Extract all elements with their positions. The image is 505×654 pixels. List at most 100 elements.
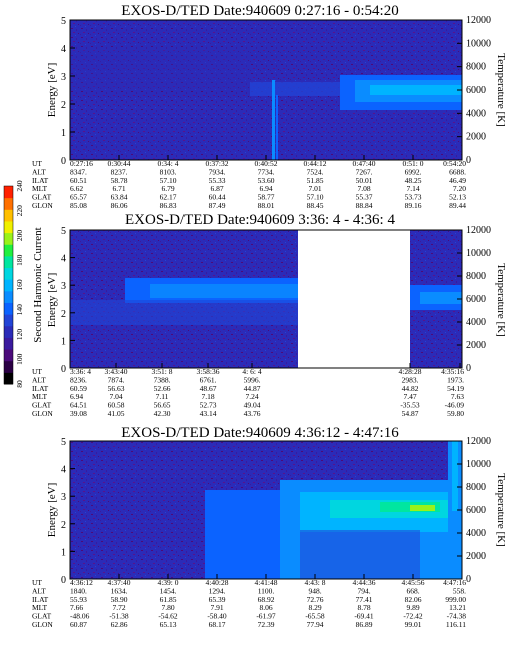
ephemeris-ut-value: 4:36:12 <box>70 578 93 587</box>
ephemeris-ilat-value: 68.92 <box>258 595 275 604</box>
ephemeris-glon-value: 65.13 <box>160 620 177 629</box>
colorbar-cell <box>4 232 13 245</box>
temperature-tick-label: 10000 <box>466 38 491 49</box>
ephemeris-glat-value: 58.77 <box>258 193 275 202</box>
ephemeris-ut-value: 0:47:40 <box>353 159 376 168</box>
ephemeris-mlt-value: 7.66 <box>70 603 83 612</box>
ephemeris-ut-value: 4:43: 8 <box>304 578 325 587</box>
ephemeris-ilat-value: 65.39 <box>209 595 226 604</box>
ephemeris-mlt-value: 6.71 <box>112 184 125 193</box>
temperature-tick-label: 6000 <box>466 85 486 96</box>
ephemeris-ut-value: 0:51: 0 <box>402 159 423 168</box>
temperature-tick-label: 12000 <box>466 436 491 447</box>
ephemeris-alt-value: 1454. <box>160 586 177 595</box>
temperature-tick-label: 12000 <box>466 15 491 26</box>
ephemeris-ut-value: 0:37:32 <box>206 159 229 168</box>
ephemeris-glat-value: 62.17 <box>160 193 177 202</box>
ephemeris-label-ut: UT <box>32 367 42 376</box>
colorbar-cell <box>4 197 13 210</box>
colorbar-cell <box>4 267 13 280</box>
ephemeris-glat-value: -72.42 <box>403 612 423 621</box>
colorbar-cells <box>4 186 13 385</box>
energy-tick-label: 2 <box>61 100 66 111</box>
panel-3-ylabel-left: Energy [eV] <box>46 483 58 537</box>
ephemeris-mlt-value: 7.80 <box>161 603 174 612</box>
temperature-tick-label: 0 <box>466 574 471 585</box>
colorbar-tick-label: 220 <box>15 205 24 217</box>
ephemeris-glat-value: 53.73 <box>405 193 422 202</box>
ephemeris-glon-value: 59.80 <box>447 409 464 418</box>
ephemeris-ilat-value: 61.85 <box>160 595 177 604</box>
panel-3-yticks-right: 0 2000 4000 6000 8000 10000 12000 <box>457 436 491 585</box>
ephemeris-glon-value: 43.14 <box>200 409 217 418</box>
energy-tick-label: 1 <box>61 547 66 558</box>
panel-2-xticks <box>69 363 461 368</box>
colorbar-cell <box>4 337 13 350</box>
ephemeris-ut-value: 3:36: 4 <box>70 367 91 376</box>
ephemeris-alt-value: 7734. <box>258 167 275 176</box>
ephemeris-glon-value: 41.05 <box>108 409 125 418</box>
panel-2-yticks-left: 0 1 2 3 4 5 <box>61 226 75 375</box>
ephemeris-ilat-value: 58.90 <box>111 595 128 604</box>
ephemeris-glat-value: -74.38 <box>447 612 467 621</box>
ephemeris-glon-value: 62.86 <box>111 620 128 629</box>
ephemeris-glat-value: -35.53 <box>400 401 420 410</box>
energy-tick-label: 0 <box>61 156 66 167</box>
colorbar-cell <box>4 325 13 338</box>
ephemeris-ilat-value: 60.59 <box>70 384 87 393</box>
energy-tick-label: 0 <box>61 575 66 586</box>
ephemeris-ilat-value: 50.01 <box>356 176 373 185</box>
energy-tick-label: 4 <box>61 465 66 476</box>
colorbar-tick-label: 140 <box>15 304 24 316</box>
ephemeris-ilat-value: 51.85 <box>307 176 324 185</box>
ephemeris-ilat-value: 52.66 <box>154 384 171 393</box>
ephemeris-ut-value: 3:58:36 <box>197 367 220 376</box>
panel-2-ylabel-left: Energy [eV] <box>46 273 58 327</box>
ephemeris-ut-value: 4:44:36 <box>353 578 376 587</box>
ephemeris-label-glat: GLAT <box>32 193 52 202</box>
panel-2-features <box>70 278 462 325</box>
ephemeris-ilat-value: 56.63 <box>108 384 125 393</box>
colorbar-cell <box>4 279 13 292</box>
ephemeris-glat-value: 57.10 <box>307 193 324 202</box>
temperature-tick-label: 8000 <box>466 271 486 282</box>
ephemeris-ut-value: 0:40:52 <box>255 159 278 168</box>
ephemeris-glat-value: -46.09 <box>445 401 465 410</box>
ephemeris-label-glat: GLAT <box>32 401 52 410</box>
ephemeris-glon-value: 85.08 <box>70 201 87 210</box>
ephemeris-ilat-value: 53.60 <box>258 176 275 185</box>
ephemeris-ut-value: 4: 6: 4 <box>242 367 261 376</box>
ephemeris-alt-value: 1294. <box>209 586 226 595</box>
ephemeris-alt-value: 1100. <box>258 586 275 595</box>
ephemeris-ilat-value: 48.25 <box>405 176 422 185</box>
ephemeris-label-ilat: ILAT <box>32 176 49 185</box>
ephemeris-ilat-value: 44.82 <box>402 384 419 393</box>
colorbar-cell <box>4 244 13 257</box>
panel-1-ephemeris: UT 0:27:16 0:30:44 0:34: 4 0:37:32 0:40:52 0:4… <box>32 159 466 210</box>
ephemeris-ut-value: 3:51: 8 <box>151 367 172 376</box>
ephemeris-mlt-value: 13.21 <box>449 603 466 612</box>
ephemeris-alt-value: 5996. <box>244 375 261 384</box>
ephemeris-label-mlt: MLT <box>32 392 48 401</box>
energy-tick-label: 4 <box>61 44 66 55</box>
ephemeris-ilat-value: 58.78 <box>111 176 128 185</box>
colorbar-cell <box>4 220 13 234</box>
colorbar-cell <box>4 360 13 373</box>
ephemeris-label-ut: UT <box>32 159 42 168</box>
ephemeris-glat-value: 64.51 <box>70 401 87 410</box>
ephemeris-alt-value: 8103. <box>160 167 177 176</box>
ephemeris-glon-value: 89.16 <box>405 201 422 210</box>
temperature-tick-label: 0 <box>466 155 471 166</box>
ephemeris-alt-value: 7267. <box>356 167 373 176</box>
ephemeris-alt-value: 1634. <box>111 586 128 595</box>
ephemeris-mlt-value: 7.01 <box>308 184 321 193</box>
energy-tick-label: 3 <box>61 72 66 83</box>
ephemeris-glat-value: 49.04 <box>244 401 261 410</box>
ephemeris-ut-value: 4:45:56 <box>402 578 425 587</box>
ephemeris-alt-value: 2983. <box>402 375 419 384</box>
ephemeris-mlt-value: 7.20 <box>453 184 466 193</box>
ephemeris-ut-value: 4:35:16 <box>441 367 464 376</box>
ephemeris-ilat-value: 44.87 <box>244 384 261 393</box>
ephemeris-glon-value: 116.11 <box>446 620 466 629</box>
ephemeris-alt-value: 1840. <box>70 586 87 595</box>
